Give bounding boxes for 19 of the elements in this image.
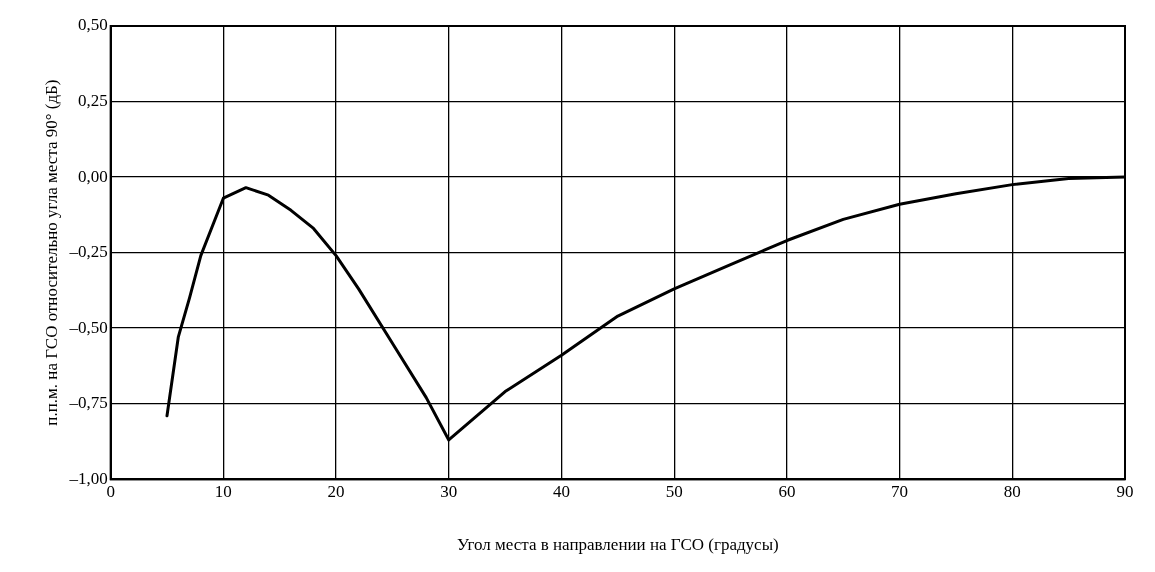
x-tick-label: 80	[1003, 481, 1021, 501]
y-tick-label: –0,75	[68, 393, 108, 413]
x-tick-label: 20	[327, 481, 345, 501]
y-tick-label: –1,00	[68, 468, 108, 488]
x-tick-label: 50	[665, 481, 683, 501]
y-tick-label: 0,50	[77, 15, 108, 35]
x-axis-title: Угол места в направлении на ГСО (градусы)	[456, 535, 779, 555]
y-tick-label: 0,00	[77, 166, 108, 186]
x-tick-label: 30	[440, 481, 458, 501]
y-tick-label: 0,25	[77, 91, 108, 110]
x-tick-label: 10	[214, 481, 232, 501]
x-tick-label: 0	[106, 481, 115, 501]
x-tick-label: 70	[891, 481, 909, 501]
x-tick-label: 40	[552, 481, 570, 501]
x-tick-label: 60	[778, 481, 796, 501]
y-tick-label: –0,50	[68, 317, 108, 337]
y-tick-label: –0,25	[68, 242, 108, 262]
y-axis-title: п.п.м. на ГСО относительно угла места 90° (дБ)	[41, 79, 61, 426]
x-tick-label: 90	[1116, 481, 1134, 501]
